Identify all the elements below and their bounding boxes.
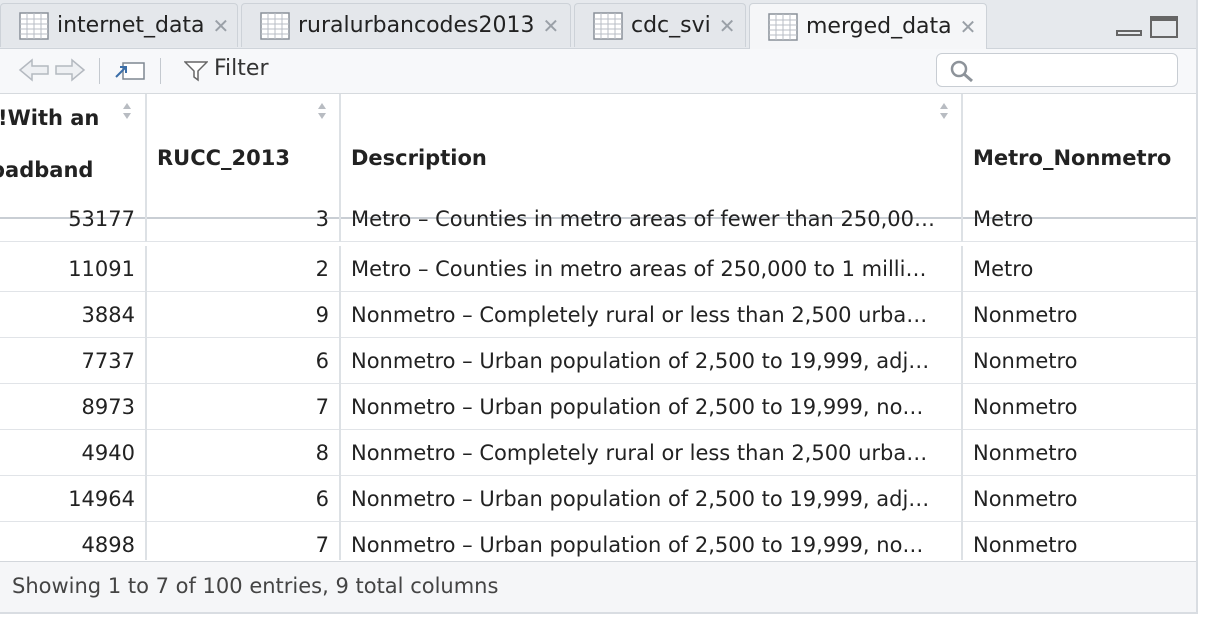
close-icon[interactable]: ✕: [959, 14, 977, 39]
metro-cell: Nonmetro: [973, 441, 1078, 465]
table-grid-icon: [260, 11, 290, 40]
window-controls: [1116, 16, 1178, 38]
metro-cell: Metro: [973, 207, 1034, 231]
search-input[interactable]: [936, 53, 1178, 87]
table-row[interactable]: 8973 7 Nonmetro – Urban population of 2,…: [0, 384, 1196, 430]
table-grid-icon: [19, 11, 49, 40]
description-cell: Metro – Counties in metro areas of 250,0…: [341, 246, 963, 292]
metro-cell: Nonmetro: [973, 533, 1078, 557]
rucc-cell: 3: [147, 196, 341, 242]
column-header-broadband[interactable]: !With an badband: [0, 94, 147, 217]
data-viewer-pane: internet_data ✕ ruralurbancodes2013 ✕ cd…: [0, 0, 1198, 614]
broadband-cell: 14964: [0, 476, 147, 522]
table-row[interactable]: 4940 8 Nonmetro – Completely rural or le…: [0, 430, 1196, 476]
close-icon[interactable]: ✕: [542, 13, 560, 38]
description-cell: Nonmetro – Urban population of 2,500 to …: [341, 384, 963, 430]
column-header-rucc-2013[interactable]: RUCC_2013: [147, 94, 341, 217]
broadband-cell: 3884: [0, 292, 147, 338]
column-header-metro-nonmetro[interactable]: Metro_Nonmetro: [963, 94, 1196, 217]
table-row[interactable]: 53177 3 Metro – Counties in metro areas …: [0, 196, 1196, 242]
table-footer: Showing 1 to 7 of 100 entries, 9 total c…: [0, 561, 1196, 612]
column-header-line-2: badband: [0, 158, 94, 182]
table-row[interactable]: 7737 6 Nonmetro – Urban population of 2,…: [0, 338, 1196, 384]
metro-cell: Nonmetro: [973, 349, 1078, 373]
description-cell: Nonmetro – Completely rural or less than…: [341, 430, 963, 476]
column-header-description[interactable]: Description: [341, 94, 963, 217]
column-header-label: Metro_Nonmetro: [973, 146, 1172, 170]
close-icon[interactable]: ✕: [718, 13, 736, 38]
metro-cell: Nonmetro: [973, 487, 1078, 511]
metro-cell: Metro: [973, 257, 1034, 281]
tab-internet-data[interactable]: internet_data ✕: [0, 3, 238, 47]
viewer-toolbar: Filter: [0, 49, 1196, 94]
broadband-cell: 4898: [0, 522, 147, 560]
description-cell: Nonmetro – Urban population of 2,500 to …: [341, 338, 963, 384]
forward-arrow-icon[interactable]: [52, 57, 86, 83]
data-table: !With an badband RUCC_2013 Description M…: [0, 94, 1196, 560]
table-row[interactable]: 14964 6 Nonmetro – Urban population of 2…: [0, 476, 1196, 522]
broadband-cell: 4940: [0, 430, 147, 476]
filter-funnel-icon[interactable]: [184, 60, 208, 82]
filter-button-label[interactable]: Filter: [214, 56, 269, 81]
tab-label: cdc_svi: [631, 13, 711, 38]
rucc-cell: 9: [147, 292, 341, 338]
broadband-cell: 7737: [0, 338, 147, 384]
minimize-pane-button[interactable]: [1116, 16, 1142, 38]
tab-label: internet_data: [57, 13, 205, 38]
table-row[interactable]: 11091 2 Metro – Counties in metro areas …: [0, 246, 1196, 292]
rucc-cell: 8: [147, 430, 341, 476]
close-icon[interactable]: ✕: [212, 13, 230, 38]
metro-cell: Nonmetro: [973, 303, 1078, 327]
rucc-cell: 6: [147, 338, 341, 384]
rucc-cell: 2: [147, 246, 341, 292]
toolbar-divider: [160, 58, 161, 84]
tab-strip: internet_data ✕ ruralurbancodes2013 ✕ cd…: [0, 0, 1196, 49]
description-cell: Nonmetro – Urban population of 2,500 to …: [341, 476, 963, 522]
sort-arrows-icon[interactable]: [317, 102, 327, 120]
rucc-cell: 7: [147, 522, 341, 560]
tab-cdc-svi[interactable]: cdc_svi ✕: [574, 3, 746, 47]
maximize-pane-button[interactable]: [1150, 16, 1178, 38]
sort-arrows-icon[interactable]: [939, 102, 949, 120]
description-cell: Nonmetro – Urban population of 2,500 to …: [341, 522, 963, 560]
tab-label: ruralurbancodes2013: [298, 13, 535, 38]
column-header-label: Description: [351, 146, 487, 170]
tab-label: merged_data: [806, 14, 952, 39]
tab-merged-data[interactable]: merged_data ✕: [749, 3, 987, 49]
rucc-cell: 6: [147, 476, 341, 522]
broadband-cell: 11091: [0, 246, 147, 292]
table-grid-icon: [768, 12, 798, 41]
description-cell: Metro – Counties in metro areas of fewer…: [341, 196, 963, 242]
sort-arrows-icon[interactable]: [122, 102, 132, 120]
metro-cell: Nonmetro: [973, 395, 1078, 419]
table-header: !With an badband RUCC_2013 Description M…: [0, 94, 1196, 219]
tab-ruralurbancodes2013[interactable]: ruralurbancodes2013 ✕: [241, 3, 571, 47]
search-icon: [950, 60, 973, 83]
description-cell: Nonmetro – Completely rural or less than…: [341, 292, 963, 338]
table-row[interactable]: 3884 9 Nonmetro – Completely rural or le…: [0, 292, 1196, 338]
broadband-cell: 8973: [0, 384, 147, 430]
toolbar-divider: [99, 58, 100, 84]
column-header-line-1: !With an: [0, 106, 100, 130]
rucc-cell: 7: [147, 384, 341, 430]
entries-status: Showing 1 to 7 of 100 entries, 9 total c…: [12, 574, 499, 598]
popout-window-icon[interactable]: [114, 57, 146, 83]
table-grid-icon: [593, 11, 623, 40]
broadband-cell: 53177: [0, 196, 147, 242]
back-arrow-icon[interactable]: [18, 57, 52, 83]
column-header-label: RUCC_2013: [157, 146, 290, 170]
table-row[interactable]: 4898 7 Nonmetro – Urban population of 2,…: [0, 522, 1196, 560]
